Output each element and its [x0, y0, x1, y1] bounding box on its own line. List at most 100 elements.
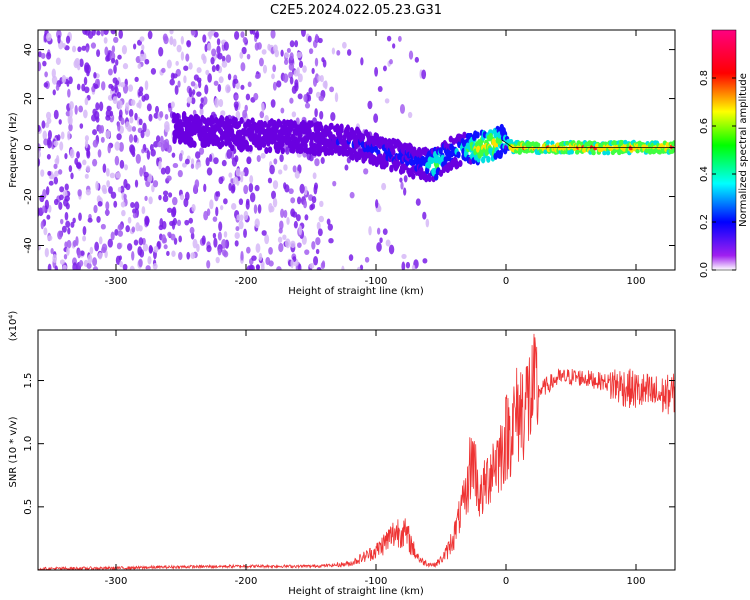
- spectrogram-noise-cell: [271, 190, 276, 200]
- spectrogram-noise-cell: [376, 227, 381, 235]
- spectrogram-noise-cell: [164, 113, 169, 120]
- spectrogram-signal-cell: [229, 126, 234, 134]
- spectrogram-noise-cell: [57, 34, 61, 44]
- spectrogram-noise-cell: [46, 154, 51, 160]
- spectrogram-noise-cell: [120, 185, 125, 194]
- spectrogram-noise-cell: [374, 66, 379, 77]
- spectrogram-noise-cell: [60, 218, 64, 225]
- spectrogram-noise-cell: [279, 154, 284, 163]
- spectrogram-noise-cell: [162, 190, 169, 196]
- spectrogram-noise-cell: [218, 98, 224, 108]
- spectrogram-noise-cell: [46, 51, 52, 60]
- spectrogram-noise-cell: [53, 140, 59, 147]
- spectrogram-noise-cell: [215, 206, 219, 217]
- spectrogram-noise-cell: [117, 223, 124, 231]
- spectrogram-noise-cell: [160, 143, 165, 152]
- spectrogram-noise-cell: [360, 57, 364, 66]
- spectrogram-noise-cell: [45, 186, 50, 196]
- spectrogram-noise-cell: [382, 65, 387, 72]
- spectrogram-noise-cell: [102, 163, 107, 173]
- spectrogram-noise-cell: [110, 85, 115, 92]
- spectrogram-noise-cell: [303, 94, 308, 103]
- spectrogram-signal-cell: [508, 138, 514, 144]
- spectrogram-noise-cell: [96, 195, 102, 203]
- spectrogram-noise-cell: [265, 256, 271, 266]
- spectrogram-noise-cell: [320, 157, 325, 165]
- spectrogram-noise-cell: [190, 163, 195, 169]
- x-tick-label: -300: [105, 576, 128, 587]
- spectrogram-noise-cell: [201, 53, 206, 61]
- x-tick-label: 0: [503, 276, 509, 287]
- spectrogram-noise-cell: [158, 194, 162, 201]
- spectrogram-noise-cell: [216, 38, 221, 46]
- spectrogram-noise-cell: [122, 63, 129, 70]
- colorbar-label: Normalized spectral amplitude: [738, 73, 749, 227]
- spectrogram-noise-cell: [83, 76, 88, 86]
- spectrogram-signal-cell: [329, 122, 334, 130]
- spectrogram-noise-cell: [140, 129, 145, 139]
- spectrogram-noise-cell: [421, 69, 427, 80]
- spectrogram-noise-cell: [206, 245, 212, 253]
- spectrogram-noise-cell: [178, 235, 182, 243]
- spectrogram-noise-cell: [142, 243, 149, 252]
- spectrogram-noise-cell: [408, 50, 414, 60]
- spectrogram-noise-cell: [280, 49, 284, 57]
- spectrogram-noise-cell: [271, 73, 275, 80]
- spectrogram-noise-cell: [58, 201, 63, 210]
- spectrogram-noise-cell: [172, 38, 177, 47]
- spectrogram-noise-cell: [121, 44, 127, 55]
- spectrogram-noise-cell: [150, 149, 156, 157]
- spectrogram-noise-cell: [236, 214, 241, 221]
- spectrogram-noise-cell: [114, 155, 120, 166]
- spectrogram-noise-cell: [291, 111, 297, 118]
- spectrogram-noise-cell: [134, 112, 138, 121]
- spectrogram-noise-cell: [240, 250, 244, 261]
- spectrogram-noise-cell: [304, 214, 309, 221]
- spectrogram-noise-cell: [308, 48, 314, 55]
- spectrogram-noise-cell: [206, 260, 211, 269]
- spectrogram-noise-cell: [169, 78, 175, 86]
- spectrogram-noise-cell: [190, 81, 196, 87]
- spectrogram-noise-cell: [105, 201, 110, 211]
- spectrogram-noise-cell: [84, 173, 89, 179]
- spectrogram-noise-cell: [118, 30, 123, 39]
- spectrogram-noise-cell: [86, 262, 92, 269]
- x-tick-label: 100: [626, 576, 645, 587]
- snr-y-label: SNR (10 * v/v): [8, 416, 19, 487]
- spectrogram-noise-cell: [342, 41, 347, 49]
- spectrogram-signal-cell: [384, 160, 389, 168]
- spectrogram-noise-cell: [283, 164, 288, 171]
- spectrogram-noise-cell: [186, 251, 191, 260]
- spectrogram-noise-cell: [98, 252, 103, 260]
- spectrogram-noise-cell: [169, 37, 174, 45]
- spectrogram-signal-cell: [220, 140, 225, 148]
- spectrogram-noise-cell: [312, 77, 318, 87]
- spectrogram-noise-cell: [190, 232, 195, 240]
- spectrogram-noise-cell: [84, 139, 89, 149]
- spectrogram-noise-cell: [313, 255, 319, 266]
- spectrogram-noise-cell: [195, 151, 201, 159]
- spectrogram-noise-cell: [135, 222, 140, 232]
- spectrogram-noise-cell: [407, 111, 413, 119]
- spectrogram-noise-cell: [107, 68, 113, 76]
- spectrogram-noise-cell: [104, 46, 109, 56]
- spectrogram-noise-cell: [55, 57, 61, 66]
- spectrogram-noise-cell: [239, 175, 244, 183]
- spectrogram-noise-cell: [255, 243, 261, 253]
- spectrogram-noise-cell: [231, 183, 236, 193]
- spectrogram-noise-cell: [233, 78, 239, 84]
- spectrogram-noise-cell: [268, 202, 273, 213]
- spectrogram-noise-cell: [106, 180, 110, 188]
- x-tick-label: 100: [626, 276, 645, 287]
- spectrogram-noise-cell: [50, 247, 54, 255]
- spectrogram-noise-cell: [44, 122, 50, 128]
- spectrogram-noise-cell: [311, 195, 317, 204]
- spectrogram-signal-cell: [591, 150, 596, 156]
- spectrogram-noise-cell: [218, 176, 224, 185]
- spectrogram-noise-cell: [334, 92, 339, 103]
- spectrogram-signal-cell: [623, 139, 628, 145]
- spectrogram-noise-cell: [166, 207, 173, 213]
- spectrogram-signal-cell: [657, 149, 663, 155]
- spectrogram-noise-cell: [290, 208, 296, 217]
- spectrogram-noise-cell: [190, 252, 196, 260]
